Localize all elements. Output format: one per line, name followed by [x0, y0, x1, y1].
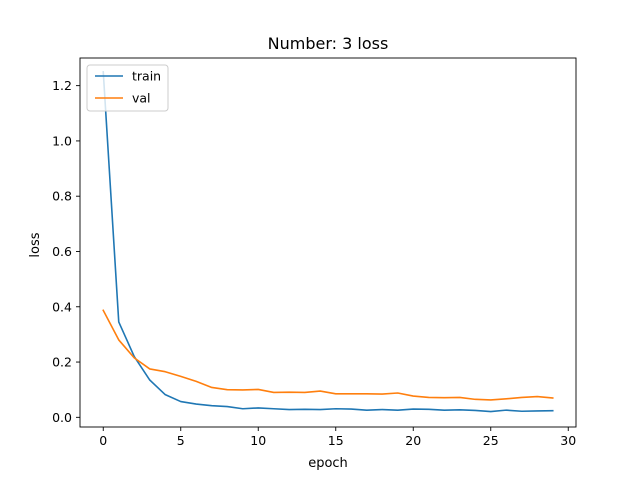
y-tick-label: 1.2	[52, 78, 72, 93]
y-axis-label: loss	[28, 232, 43, 257]
x-tick-label: 20	[405, 433, 421, 448]
y-tick-label: 0.0	[52, 410, 72, 425]
x-tick-label: 0	[99, 433, 107, 448]
y-tick-label: 0.8	[52, 189, 72, 204]
x-tick-label: 25	[483, 433, 499, 448]
series-line-train	[102, 70, 554, 413]
y-tick-label: 0.2	[52, 355, 72, 370]
chart-title: Number: 3 loss	[268, 34, 389, 53]
legend-label-val: val	[132, 91, 151, 106]
x-tick-label: 5	[177, 433, 185, 448]
x-tick-label: 15	[328, 433, 344, 448]
plot-area: 0 5 10 15 20 25 30 0.0 0.2 0.4 0.6 0.8 1.0 1.2 train va…	[52, 57, 577, 448]
y-tick-label: 0.4	[52, 299, 72, 314]
x-tick-label: 30	[560, 433, 576, 448]
y-tick-label: 0.6	[52, 244, 72, 259]
series-line-val	[102, 309, 554, 401]
axes-frame	[79, 57, 577, 428]
legend-label-train: train	[132, 69, 161, 84]
x-axis-label: epoch	[308, 456, 348, 471]
x-tick-label: 10	[250, 433, 266, 448]
y-tick-label: 1.0	[52, 133, 72, 148]
